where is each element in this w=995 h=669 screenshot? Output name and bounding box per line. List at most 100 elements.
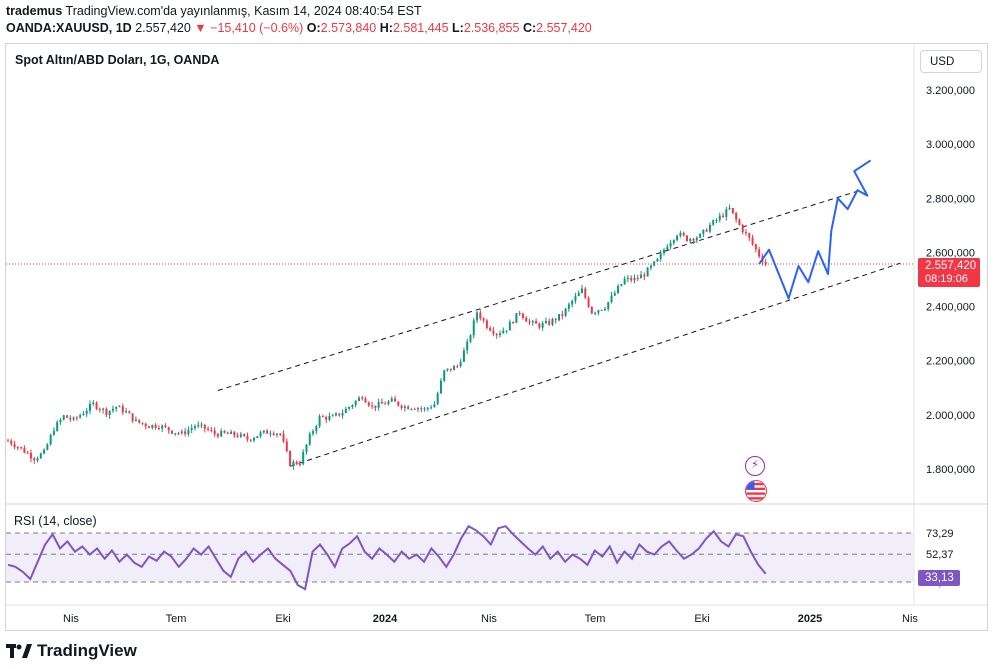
candle bbox=[197, 421, 200, 429]
symbol-label: OANDA:XAUUSD, 1D bbox=[6, 21, 132, 35]
candle bbox=[453, 364, 456, 371]
candle bbox=[193, 424, 196, 431]
candle-body bbox=[56, 422, 59, 431]
candle bbox=[423, 407, 426, 412]
candle bbox=[626, 275, 629, 282]
candle bbox=[400, 404, 403, 410]
candle-body bbox=[669, 242, 672, 247]
candle-body bbox=[407, 406, 410, 410]
candle-body bbox=[695, 237, 698, 241]
candle bbox=[72, 416, 75, 422]
candle-body bbox=[426, 407, 429, 409]
candle bbox=[56, 420, 59, 432]
x-tick-label: Eki bbox=[275, 613, 290, 625]
candle-body bbox=[462, 350, 465, 362]
candle-body bbox=[597, 310, 600, 313]
lightning-icon[interactable]: ⚡ bbox=[745, 456, 765, 476]
candle bbox=[180, 429, 183, 435]
candle bbox=[95, 401, 98, 411]
candle-body bbox=[718, 215, 721, 220]
candle bbox=[128, 410, 131, 414]
candle bbox=[764, 258, 767, 267]
candle bbox=[259, 430, 262, 439]
candle-body bbox=[738, 219, 741, 225]
last-price-tag: 2.557,420 08:19:06 bbox=[918, 258, 980, 287]
candle-body bbox=[715, 219, 718, 221]
us-flag-icon[interactable] bbox=[745, 480, 767, 502]
author-name[interactable]: trademus bbox=[6, 4, 63, 18]
x-tick-label: 2024 bbox=[373, 613, 398, 625]
candle bbox=[380, 398, 383, 404]
candle bbox=[7, 438, 9, 442]
candle-body bbox=[587, 297, 590, 307]
candle-body bbox=[495, 333, 498, 336]
candle bbox=[213, 427, 216, 437]
candle bbox=[535, 318, 538, 324]
candle bbox=[371, 401, 374, 410]
currency-button[interactable]: USD bbox=[920, 50, 982, 73]
candle bbox=[689, 237, 692, 244]
candle-body bbox=[374, 405, 377, 408]
candle bbox=[403, 404, 406, 412]
candle-body bbox=[138, 419, 141, 423]
candle bbox=[239, 431, 242, 439]
candle-body bbox=[443, 370, 446, 381]
candle-body bbox=[682, 232, 685, 236]
candle bbox=[676, 234, 679, 242]
candle-body bbox=[403, 406, 406, 409]
candle-body bbox=[433, 404, 436, 408]
candle bbox=[735, 211, 738, 223]
price-change: −15,410 (−0.6%) bbox=[210, 21, 304, 35]
candle bbox=[594, 311, 597, 316]
candle bbox=[745, 229, 747, 236]
candle bbox=[607, 301, 610, 312]
candle-body bbox=[672, 240, 675, 243]
candle-body bbox=[187, 429, 190, 435]
candle-body bbox=[312, 431, 315, 434]
candle bbox=[220, 428, 223, 438]
candle-body bbox=[161, 425, 164, 429]
candle bbox=[92, 400, 95, 407]
candle bbox=[397, 401, 400, 407]
candle bbox=[85, 407, 88, 417]
candle-body bbox=[272, 433, 275, 435]
candle bbox=[521, 312, 524, 320]
footer-brand[interactable]: TradingView bbox=[6, 641, 137, 661]
candle bbox=[420, 406, 423, 413]
candle-body bbox=[725, 209, 728, 217]
candle bbox=[236, 432, 239, 438]
candle bbox=[207, 426, 210, 432]
projection-path bbox=[758, 159, 872, 300]
candle bbox=[653, 261, 656, 267]
candle-body bbox=[10, 440, 13, 445]
candle bbox=[253, 436, 255, 443]
candle-body bbox=[380, 401, 383, 404]
candle-body bbox=[207, 428, 210, 430]
candle bbox=[138, 419, 141, 424]
candle-body bbox=[171, 430, 173, 434]
candle-body bbox=[33, 458, 36, 461]
candle bbox=[564, 307, 567, 318]
candle-body bbox=[308, 433, 311, 445]
candle bbox=[131, 413, 134, 423]
candle bbox=[541, 320, 544, 331]
candle bbox=[633, 274, 636, 284]
candle-body bbox=[436, 393, 439, 405]
candle bbox=[525, 315, 528, 322]
candle-body bbox=[492, 330, 495, 334]
candle-layer bbox=[7, 204, 767, 470]
candle-body bbox=[75, 417, 78, 419]
candle-body bbox=[174, 433, 177, 435]
candle bbox=[499, 330, 501, 338]
candle bbox=[43, 448, 46, 455]
candle-body bbox=[390, 398, 393, 402]
candle-body bbox=[472, 320, 475, 336]
candle-body bbox=[535, 321, 538, 324]
candle bbox=[482, 317, 485, 323]
candle-body bbox=[712, 220, 715, 225]
candle bbox=[502, 327, 505, 334]
footer-brand-text: TradingView bbox=[37, 641, 137, 660]
x-tick-label: Nis bbox=[902, 613, 918, 625]
candle-body bbox=[361, 397, 364, 399]
